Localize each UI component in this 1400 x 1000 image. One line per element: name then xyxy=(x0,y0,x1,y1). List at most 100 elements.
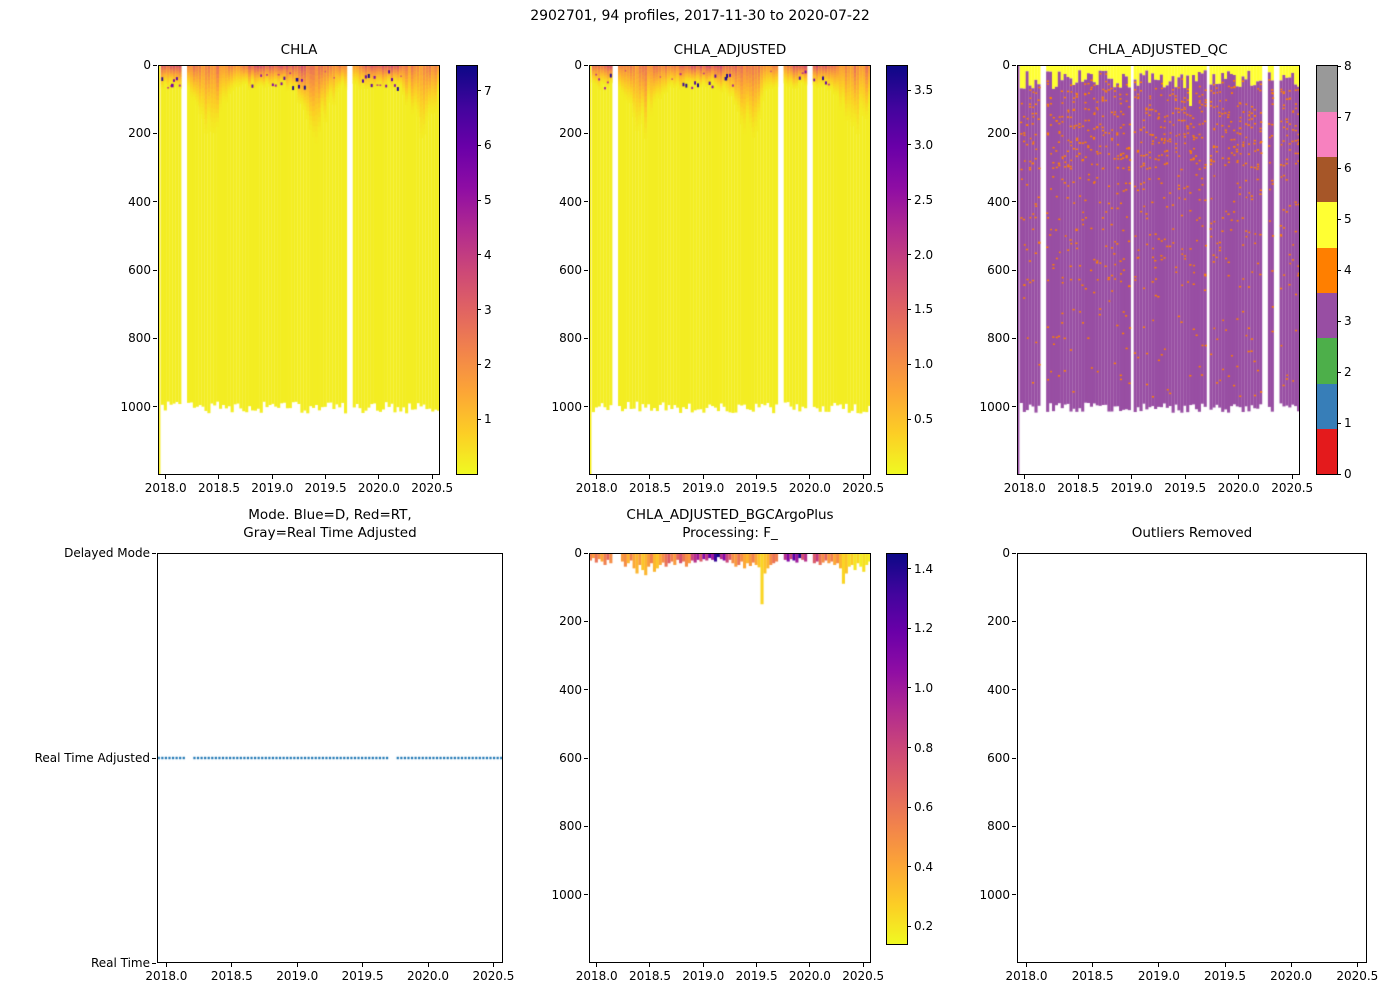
chla-adjusted-heatmap-canvas xyxy=(589,65,871,475)
x-tick xyxy=(1224,963,1226,967)
colorbar-tick xyxy=(907,747,911,748)
colorbar-tick-label: 6 xyxy=(484,138,492,153)
colorbar-tick-label: 0.2 xyxy=(914,919,934,934)
colorbar-tick xyxy=(907,925,911,927)
colorbar-tick-label: 3.0 xyxy=(914,137,934,152)
bgc-argoplus-axes: 2018.0 2018.5 2019.0 2019.5 2020.0 2020.5 0 200… xyxy=(551,546,884,983)
x-tick xyxy=(296,963,298,967)
y-tick xyxy=(584,552,588,554)
x-tick-label: 2018.5 xyxy=(628,969,671,983)
colorbar-tick-label: 6 xyxy=(1344,161,1352,175)
y-tick-label: 1000 xyxy=(551,399,582,414)
x-tick xyxy=(271,475,273,479)
qc-colorbar-band xyxy=(1317,202,1337,248)
y-tick-label: 200 xyxy=(987,126,1010,141)
x-tick xyxy=(1290,963,1292,967)
y-tick xyxy=(584,269,588,271)
y-tick xyxy=(1012,757,1016,759)
x-tick-label: 2020.5 xyxy=(842,481,885,495)
x-tick-label: 2019.5 xyxy=(304,481,347,495)
x-tick xyxy=(1026,963,1028,967)
x-tick xyxy=(218,475,220,479)
y-tick-label: 600 xyxy=(559,751,582,765)
x-tick-label: 2018.0 xyxy=(144,481,187,495)
x-tick-label: 2019.5 xyxy=(735,481,778,495)
colorbar-tick-label: 3 xyxy=(1344,314,1352,328)
x-tick-label: 2018.5 xyxy=(197,481,240,495)
x-tick xyxy=(165,475,167,479)
y-tick xyxy=(584,337,588,339)
y-tick-label: 600 xyxy=(987,263,1010,277)
chla-adjusted-colorbar: 0.5 1.0 1.5 2.0 2.5 3.0 3.5 xyxy=(886,65,933,475)
x-tick xyxy=(1184,475,1186,479)
colorbar-tick xyxy=(1337,218,1341,220)
bgc-title-line1: CHLA_ADJUSTED_BGCArgoPlus xyxy=(626,507,834,523)
y-tick-label: 0 xyxy=(1002,58,1010,72)
x-tick xyxy=(702,475,704,479)
colorbar-tick xyxy=(907,627,911,629)
x-tick-label: 2020.0 xyxy=(788,481,831,495)
x-tick xyxy=(325,475,327,479)
bgc-title-line2: Processing: F_ xyxy=(682,525,778,541)
y-tick xyxy=(153,406,157,408)
colorbar-tick xyxy=(1337,473,1341,475)
colorbar-tick-label: 5 xyxy=(484,193,492,208)
x-tick-label: 2019.0 xyxy=(1137,969,1180,983)
x-tick-label: 2020.5 xyxy=(1336,969,1379,983)
colorbar-tick xyxy=(477,144,481,146)
y-tick xyxy=(152,757,156,759)
x-tick xyxy=(702,963,704,967)
figure-title: 2902701, 94 profiles, 2017-11-30 to 2020… xyxy=(530,8,870,24)
outliers-removed-axes: 2018.0 2018.5 2019.0 2019.5 2020.0 2020.5 0 200… xyxy=(979,546,1378,983)
y-tick xyxy=(153,269,157,271)
colorbar-tick-label: 0.6 xyxy=(914,800,934,815)
y-tick xyxy=(1012,64,1016,66)
colorbar-tick-label: 8 xyxy=(1344,59,1352,73)
y-tick xyxy=(584,406,588,408)
colorbar-tick xyxy=(907,687,911,689)
y-tick-label: 800 xyxy=(128,331,151,346)
chla-heatmap-axes: 2018.0 2018.5 2019.0 2019.5 2020.0 2020.5 0 200… xyxy=(120,58,453,495)
x-tick xyxy=(1158,963,1160,967)
qc-colorbar-band xyxy=(1317,66,1337,112)
qc-colorbar-band xyxy=(1317,338,1337,384)
x-tick-label: 2020.0 xyxy=(407,969,450,983)
x-tick xyxy=(1092,963,1094,967)
qc-colorbar-band xyxy=(1317,247,1337,294)
y-tick xyxy=(1012,406,1016,408)
mode-tick-label: Real Time Adjusted xyxy=(34,751,150,765)
x-tick xyxy=(596,963,598,967)
colorbar-tick xyxy=(477,254,481,256)
x-tick-label: 2018.0 xyxy=(145,969,188,983)
colorbar-tick-label: 1.2 xyxy=(914,621,934,636)
x-tick xyxy=(1291,475,1293,479)
x-tick-label: 2019.0 xyxy=(1110,481,1153,495)
y-tick-label: 600 xyxy=(559,263,582,277)
y-tick-label: 800 xyxy=(559,819,582,834)
x-tick-label: 2019.5 xyxy=(1204,969,1246,983)
mode-tick-label: Real Time xyxy=(90,956,150,970)
colorbar-tick xyxy=(1337,371,1341,373)
y-tick-label: 200 xyxy=(128,126,151,141)
y-tick xyxy=(1012,620,1016,622)
x-tick-label: 2020.0 xyxy=(1270,969,1313,983)
y-tick xyxy=(584,132,588,134)
y-tick xyxy=(152,962,156,964)
colorbar-tick-label: 0.4 xyxy=(914,859,934,874)
x-tick xyxy=(862,963,864,967)
outliers-title: Outliers Removed xyxy=(1131,525,1253,541)
colorbar-tick-label: 2 xyxy=(1344,365,1352,379)
y-tick-label: 200 xyxy=(559,614,582,629)
y-tick-label: 600 xyxy=(987,751,1010,765)
chla-adjusted-qc-heatmap-axes: 2018.0 2018.5 2019.0 2019.5 2020.0 2020.5 0 200… xyxy=(979,58,1313,495)
y-tick-label: 0 xyxy=(574,58,582,72)
y-tick xyxy=(584,201,588,203)
colorbar-tick xyxy=(1337,116,1341,118)
colorbar-tick-label: 1.5 xyxy=(914,302,934,317)
y-tick-label: 0 xyxy=(574,546,582,560)
x-tick xyxy=(378,475,380,479)
colorbar-tick xyxy=(907,144,911,146)
y-tick-label: 0 xyxy=(1002,546,1010,560)
colorbar-tick-label: 1 xyxy=(484,412,492,427)
colorbar-tick xyxy=(907,418,911,420)
